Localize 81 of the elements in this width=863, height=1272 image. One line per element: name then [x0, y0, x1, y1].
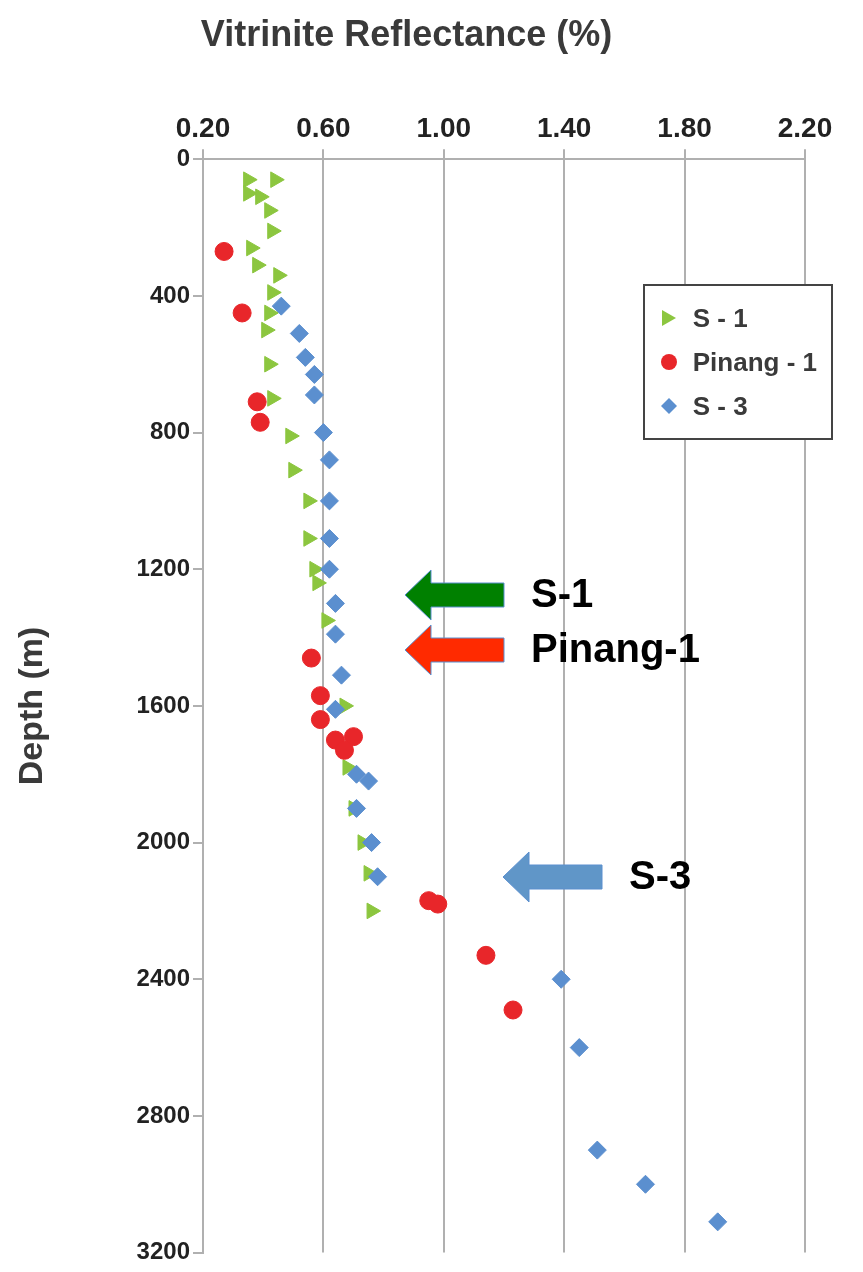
point [313, 423, 333, 443]
point [366, 902, 382, 920]
point [301, 648, 321, 668]
point [232, 303, 252, 323]
point [214, 241, 234, 261]
point [250, 412, 270, 432]
point [252, 256, 267, 274]
legend-label: S - 1 [692, 302, 748, 334]
y-tick-label: 3200 [136, 1237, 190, 1265]
point [334, 740, 354, 760]
x-tick-label: 2.20 [777, 112, 833, 144]
point [368, 867, 388, 887]
point [246, 239, 261, 257]
point [264, 202, 279, 219]
point [273, 267, 288, 284]
point [243, 185, 258, 202]
y-tick-label: 1600 [136, 690, 190, 718]
point [325, 699, 345, 719]
point [321, 612, 336, 629]
annotation: Pinang-1 [531, 626, 700, 670]
point [289, 323, 309, 343]
point [264, 304, 279, 322]
point [569, 1038, 589, 1058]
y-tick-label: 0 [176, 143, 190, 171]
point [261, 321, 276, 339]
point [428, 894, 448, 914]
y-tick-label: 400 [149, 280, 190, 308]
point [267, 222, 282, 240]
chart-title: Vitrinite Reflectance (%) [200, 12, 613, 54]
y-axis-title: Depth (m) [10, 626, 49, 786]
point [255, 188, 270, 206]
annotation: S-3 [629, 853, 692, 897]
point [344, 727, 363, 747]
point [708, 1212, 728, 1232]
point [303, 530, 318, 547]
point [288, 461, 303, 479]
point [503, 1000, 523, 1020]
point [285, 427, 300, 445]
point [331, 665, 351, 685]
point [264, 355, 279, 373]
point [319, 450, 339, 470]
point [359, 771, 379, 791]
y-tick-label: 2800 [136, 1100, 190, 1128]
point [319, 491, 339, 511]
point [635, 1174, 655, 1194]
legend-label: Pinang - 1 [692, 346, 817, 378]
point [267, 284, 282, 301]
point [342, 759, 357, 776]
legend-label: S - 3 [692, 390, 748, 422]
point [551, 969, 571, 989]
x-tick-label: 1.80 [657, 112, 712, 144]
point [304, 364, 324, 384]
x-tick-label: 1.40 [536, 112, 592, 144]
point [476, 945, 496, 965]
point [587, 1140, 607, 1160]
point [267, 390, 282, 407]
x-tick-label: 0.60 [296, 112, 351, 144]
point [325, 593, 345, 613]
point [243, 171, 258, 188]
y-tick-label: 2000 [136, 827, 190, 855]
point [319, 528, 339, 548]
point [295, 347, 315, 367]
y-tick-label: 1200 [136, 553, 190, 581]
point [247, 392, 267, 412]
x-tick-label: 0.20 [175, 112, 231, 144]
point [303, 492, 318, 510]
point [309, 560, 324, 578]
point [325, 624, 345, 644]
point [310, 710, 330, 730]
y-tick-label: 2400 [136, 963, 190, 991]
point [304, 385, 324, 405]
point [347, 764, 367, 784]
point [270, 171, 285, 188]
annotation: S-1 [531, 571, 594, 615]
point [362, 833, 382, 853]
point [319, 559, 339, 579]
y-tick-label: 800 [149, 417, 190, 445]
point [310, 686, 330, 706]
point [271, 296, 291, 316]
x-tick-label: 1.00 [416, 112, 472, 144]
point [312, 574, 327, 592]
